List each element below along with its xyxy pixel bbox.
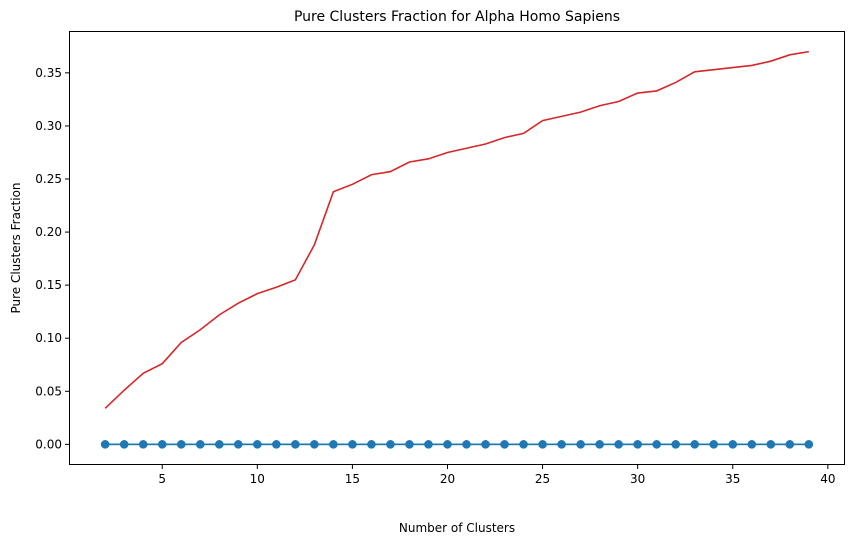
data-point <box>481 440 490 449</box>
data-point <box>633 440 642 449</box>
data-point <box>405 440 414 449</box>
data-point <box>538 440 547 449</box>
data-point <box>386 440 395 449</box>
plot-area <box>100 50 814 449</box>
data-point <box>214 440 224 449</box>
data-point <box>690 440 700 449</box>
data-point <box>595 440 604 449</box>
data-point <box>519 440 528 449</box>
data-point <box>291 440 300 449</box>
data-point <box>176 440 186 449</box>
data-point <box>310 440 319 449</box>
y-tick-label: 0.30 <box>35 119 62 133</box>
data-point <box>443 440 452 449</box>
y-tick-label: 0.00 <box>35 437 62 451</box>
y-tick-label: 0.10 <box>35 331 62 345</box>
data-point <box>348 440 357 449</box>
data-point <box>576 440 585 449</box>
y-axis: 0.00 0.05 0.10 0.15 0.20 0.25 0.30 0.35 <box>35 66 70 451</box>
data-point <box>709 440 719 449</box>
data-point <box>424 440 433 449</box>
x-axis-label: Number of Clusters <box>399 521 515 535</box>
data-point <box>614 440 623 449</box>
x-tick-label: 40 <box>820 472 835 486</box>
data-point <box>119 440 129 449</box>
plot-frame <box>69 31 845 465</box>
y-tick-label: 0.25 <box>35 172 62 186</box>
x-tick-label: 10 <box>250 472 265 486</box>
data-point <box>804 440 814 449</box>
y-tick-label: 0.15 <box>35 278 62 292</box>
data-point <box>785 440 795 449</box>
x-tick-label: 30 <box>630 472 645 486</box>
data-point <box>138 440 148 449</box>
x-tick-label: 20 <box>440 472 455 486</box>
data-point <box>367 440 376 449</box>
y-axis-label: Pure Clusters Fraction <box>9 182 23 313</box>
data-point <box>500 440 509 449</box>
x-tick-label: 35 <box>725 472 740 486</box>
data-point <box>157 440 167 449</box>
data-point <box>652 440 661 449</box>
y-tick-label: 0.20 <box>35 225 62 239</box>
data-point <box>728 440 738 449</box>
x-tick-label: 5 <box>158 472 166 486</box>
x-tick-label: 25 <box>535 472 550 486</box>
data-point <box>329 440 338 449</box>
data-point <box>747 440 757 449</box>
data-point <box>557 440 566 449</box>
data-point <box>234 440 243 449</box>
data-point <box>272 440 281 449</box>
data-point <box>253 440 262 449</box>
data-point <box>100 440 110 449</box>
data-point <box>671 440 680 449</box>
data-point <box>462 440 471 449</box>
data-point <box>195 440 205 449</box>
x-axis: 5 10 15 20 25 30 35 40 <box>158 464 835 486</box>
series-line-0 <box>104 50 809 409</box>
y-tick-label: 0.35 <box>35 66 62 80</box>
y-tick-label: 0.05 <box>35 384 62 398</box>
x-tick-label: 15 <box>345 472 360 486</box>
chart-title: Pure Clusters Fraction for Alpha Homo Sa… <box>294 9 620 25</box>
data-point <box>766 440 776 449</box>
